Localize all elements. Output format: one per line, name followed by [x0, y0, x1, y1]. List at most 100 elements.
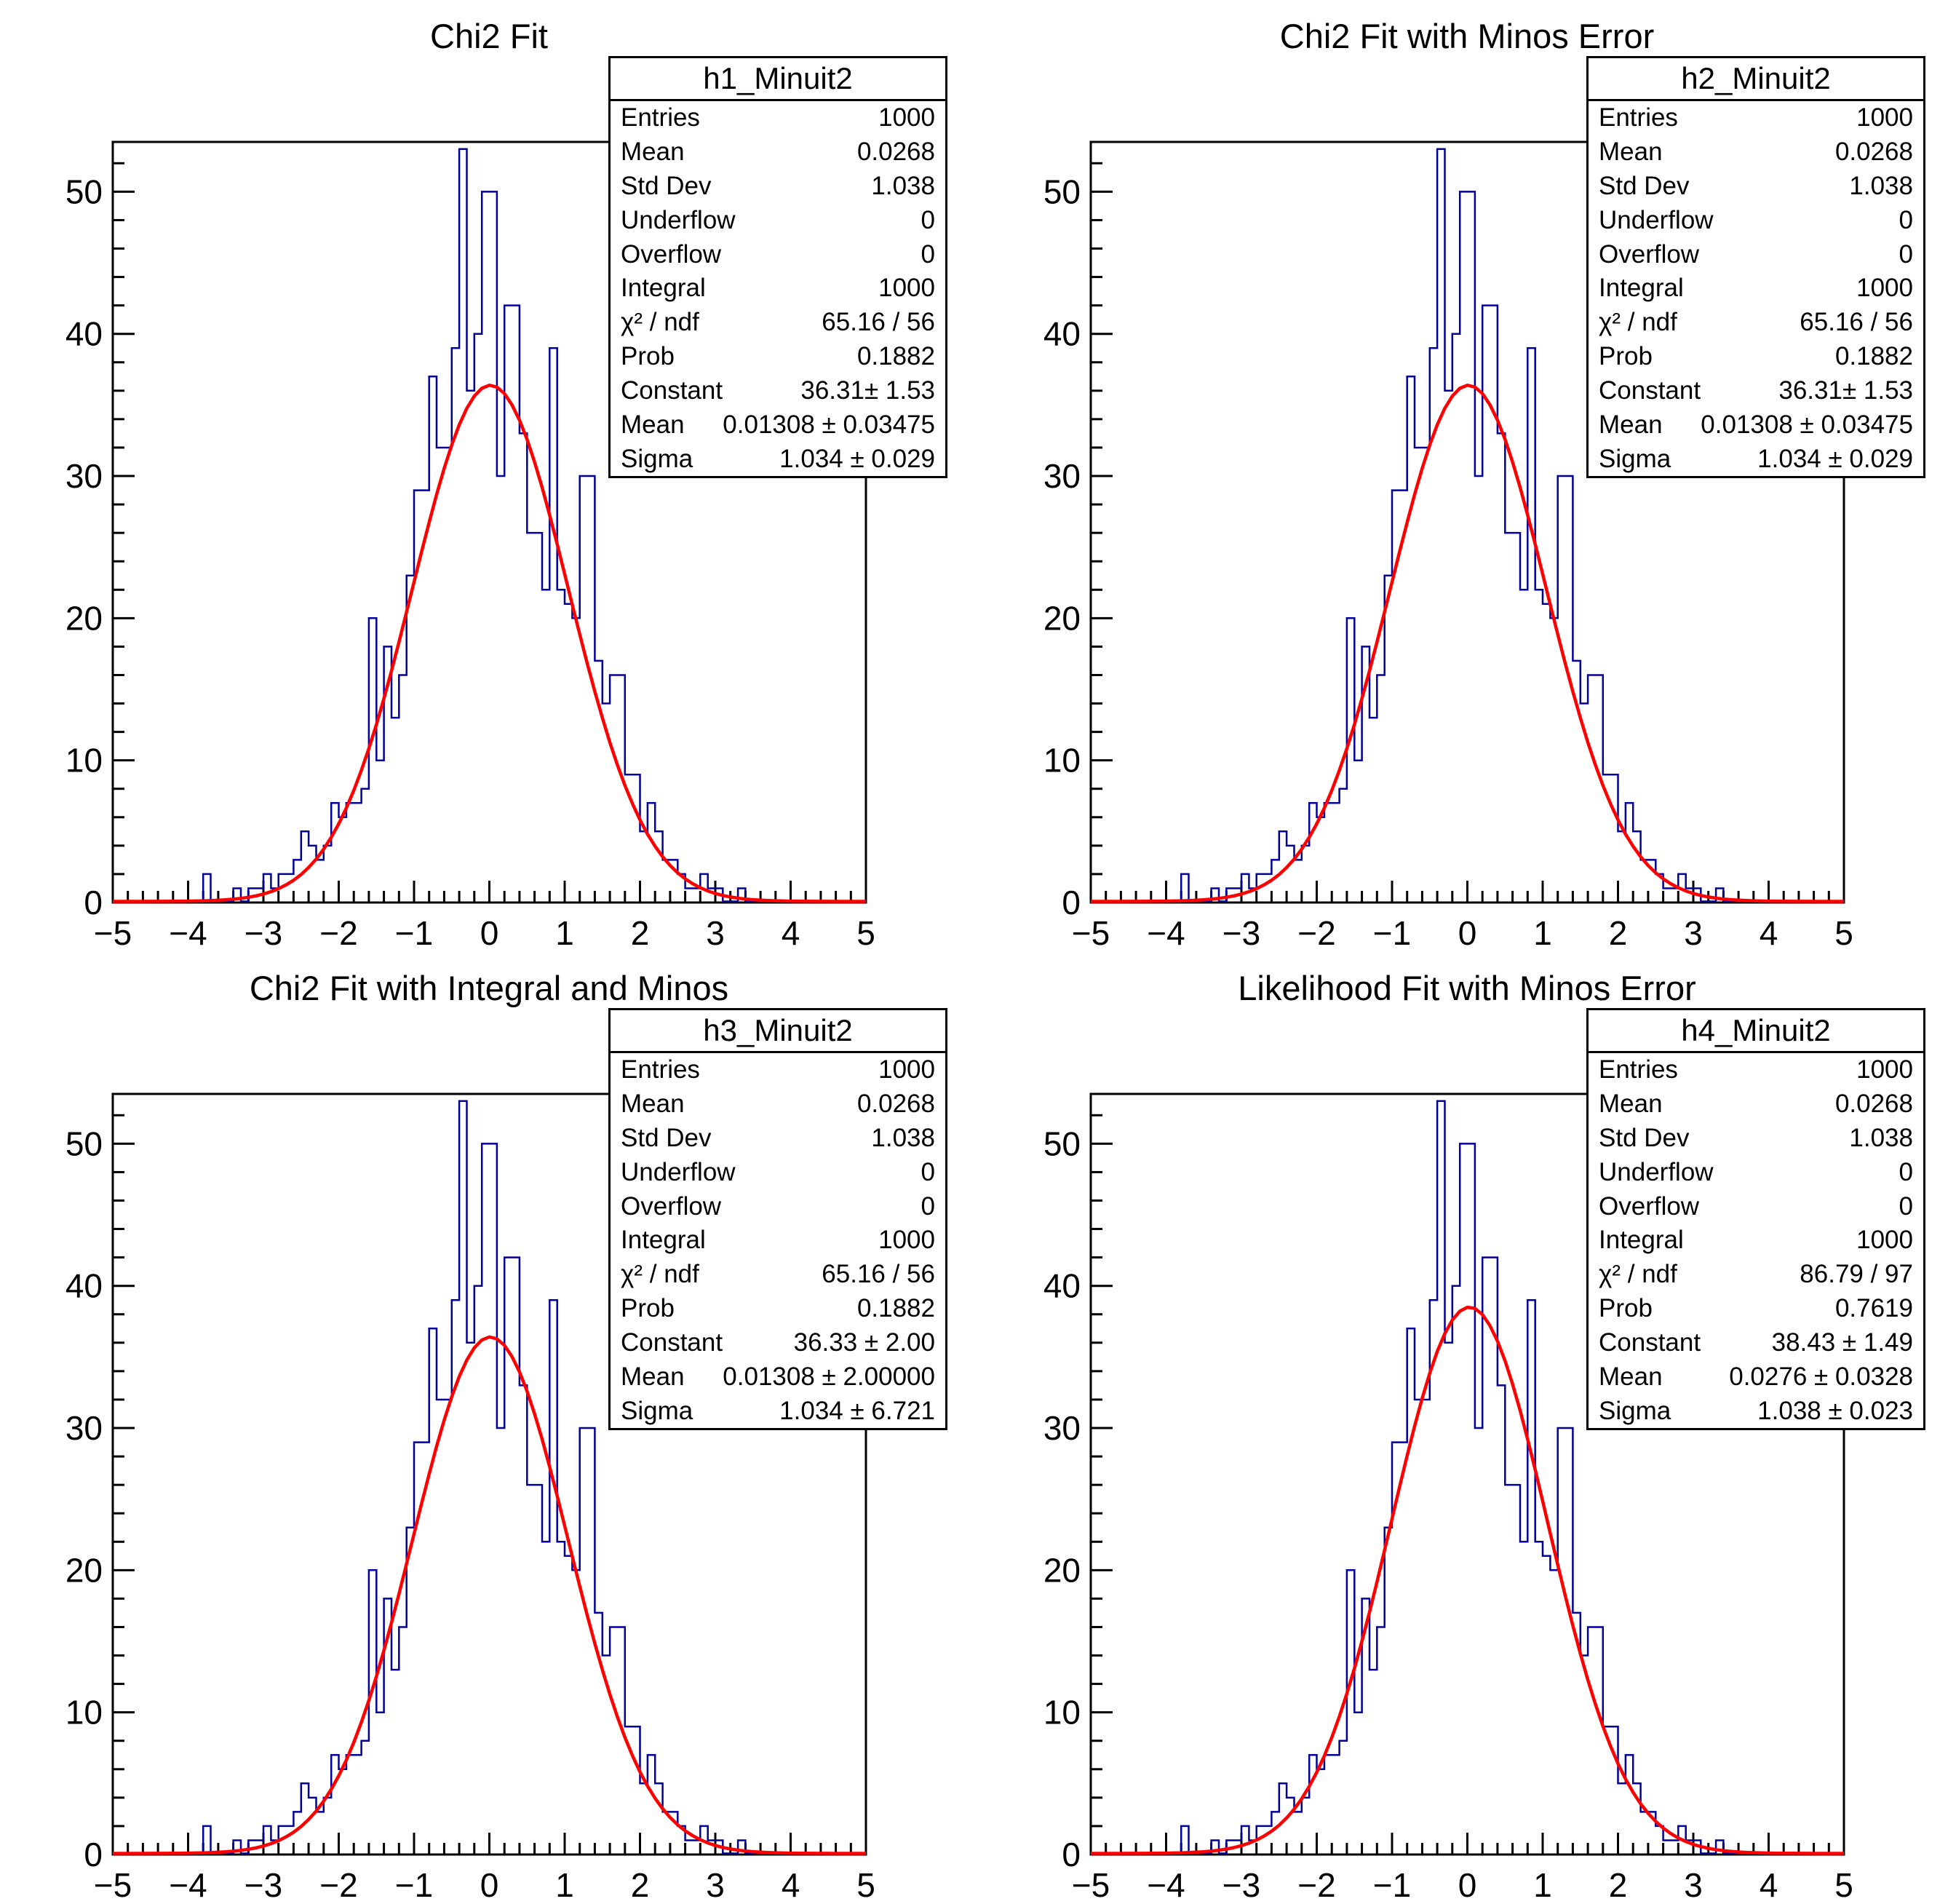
stats-label: Prob — [1599, 1294, 1653, 1323]
stats-value: 1000 — [878, 1226, 935, 1255]
y-axis-label: 30 — [65, 457, 103, 495]
x-axis-label: 5 — [856, 1866, 875, 1904]
stats-row: Std Dev 1.038 — [611, 1122, 945, 1156]
x-axis-label: 5 — [856, 914, 875, 952]
stats-label: Std Dev — [1599, 172, 1690, 201]
stats-label: Prob — [1599, 342, 1653, 371]
stats-label: Overflow — [1599, 1191, 1700, 1221]
stats-title: h2_Minuit2 — [1589, 58, 1923, 101]
stats-value: 1000 — [1856, 1226, 1913, 1255]
stats-row: Std Dev 1.038 — [611, 170, 945, 204]
histogram-outline — [113, 148, 866, 903]
x-axis-label: −2 — [319, 1866, 357, 1904]
y-axis-label: 0 — [84, 884, 103, 921]
stats-row: χ² / ndf 65.16 / 56 — [611, 1258, 945, 1292]
stats-value: 36.33 ± 2.00 — [793, 1328, 935, 1357]
x-axis-label: 4 — [782, 914, 800, 952]
stats-label: Entries — [1599, 1055, 1678, 1084]
stats-value: 1000 — [878, 103, 935, 132]
stats-label: Integral — [1599, 1226, 1684, 1255]
x-axis-label: 0 — [1458, 914, 1477, 952]
stats-row: Underflow 0 — [1589, 203, 1923, 237]
stats-row: Sigma 1.034 ± 0.029 — [611, 442, 945, 476]
y-axis-label: 20 — [1043, 1551, 1081, 1589]
histogram-outline — [1091, 148, 1844, 903]
y-axis-label: 0 — [1062, 1836, 1081, 1873]
stats-row: Integral 1000 — [1589, 1223, 1923, 1258]
stats-label: Sigma — [621, 444, 693, 473]
stats-row: Mean 0.0268 — [611, 135, 945, 170]
y-axis-label: 10 — [1043, 742, 1081, 780]
stats-value: 0.0268 — [1834, 138, 1913, 167]
stats-label: χ² / ndf — [1599, 1260, 1677, 1289]
stats-value: 0.0276 ± 0.0328 — [1729, 1362, 1913, 1391]
y-axis-label: 0 — [84, 1836, 103, 1873]
stats-row: Integral 1000 — [611, 271, 945, 306]
x-axis-label: −5 — [94, 914, 132, 952]
stats-row: Constant 38.43 ± 1.49 — [1589, 1326, 1923, 1360]
stats-value: 1000 — [1856, 103, 1913, 132]
stats-value: 1000 — [1856, 274, 1913, 303]
y-axis-label: 20 — [1043, 599, 1081, 637]
x-axis-label: −3 — [1222, 914, 1260, 952]
x-axis-label: −1 — [395, 1866, 433, 1904]
stats-label: Entries — [621, 103, 700, 132]
stats-label: Overflow — [621, 239, 722, 269]
x-axis-label: −5 — [1072, 1866, 1110, 1904]
x-axis-label: 3 — [1684, 914, 1703, 952]
y-axis-label: 50 — [65, 172, 103, 210]
stats-value: 38.43 ± 1.49 — [1771, 1328, 1913, 1357]
stats-rows: Entries 1000 Mean 0.0268 Std Dev 1.038 Underfl… — [611, 101, 945, 476]
stats-label: Mean — [1599, 138, 1663, 167]
stats-row: Mean 0.01308 ± 0.03475 — [1589, 408, 1923, 442]
stats-label: Integral — [1599, 274, 1684, 303]
x-axis-label: −2 — [319, 914, 357, 952]
pad-h4_Minuit2: Likelihood Fit with Minos Error −5 −4 −3 −2−… — [978, 952, 1956, 1904]
stats-title: h3_Minuit2 — [611, 1010, 945, 1053]
stats-label: Entries — [1599, 103, 1678, 132]
x-axis-label: −4 — [1147, 1866, 1185, 1904]
stats-row: Entries 1000 — [1589, 101, 1923, 135]
stats-row: Mean 0.01308 ± 0.03475 — [611, 408, 945, 442]
x-axis-label: −3 — [244, 914, 282, 952]
stats-value: 1.038 — [1849, 172, 1913, 201]
stats-value: 65.16 / 56 — [822, 1260, 935, 1289]
stats-value: 0.1882 — [1834, 342, 1913, 371]
stats-row: Underflow 0 — [611, 203, 945, 237]
stats-label: Constant — [1599, 1328, 1701, 1357]
stats-label: Overflow — [1599, 239, 1700, 269]
pad-title: Chi2 Fit with Minos Error — [1279, 17, 1655, 55]
stats-title: h1_Minuit2 — [611, 58, 945, 101]
y-axis-label: 40 — [1043, 1267, 1081, 1305]
stats-row: Overflow 0 — [1589, 237, 1923, 271]
stats-label: Constant — [621, 1328, 723, 1357]
y-axis-label: 40 — [1043, 315, 1081, 353]
stats-box: h3_Minuit2 Entries 1000 Mean 0.0268 Std Dev 1.… — [608, 1008, 947, 1430]
stats-row: χ² / ndf 65.16 / 56 — [611, 306, 945, 340]
stats-label: Mean — [1599, 1362, 1663, 1391]
stats-label: Sigma — [1599, 444, 1671, 473]
stats-value: 1000 — [878, 1055, 935, 1084]
stats-label: χ² / ndf — [621, 308, 699, 337]
stats-row: Entries 1000 — [611, 101, 945, 135]
x-axis-label: 0 — [1458, 1866, 1477, 1904]
pad-title: Likelihood Fit with Minos Error — [1238, 969, 1696, 1007]
stats-value: 65.16 / 56 — [822, 308, 935, 337]
stats-value: 1.034 ± 0.029 — [779, 444, 935, 473]
x-axis-label: −2 — [1297, 1866, 1335, 1904]
stats-row: Constant 36.33 ± 2.00 — [611, 1326, 945, 1360]
x-axis-label: 5 — [1834, 1866, 1853, 1904]
y-axis-label: 30 — [1043, 1409, 1081, 1447]
stats-row: χ² / ndf 86.79 / 97 — [1589, 1258, 1923, 1292]
stats-value: 1.038 — [1849, 1124, 1913, 1153]
stats-value: 86.79 / 97 — [1800, 1260, 1913, 1289]
stats-label: Underflow — [621, 1157, 736, 1186]
stats-value: 0 — [1899, 239, 1913, 269]
x-axis-label: 1 — [555, 1866, 574, 1904]
fit-curve — [113, 1335, 866, 1855]
stats-row: Entries 1000 — [1589, 1053, 1923, 1087]
y-axis-label: 40 — [65, 315, 103, 353]
